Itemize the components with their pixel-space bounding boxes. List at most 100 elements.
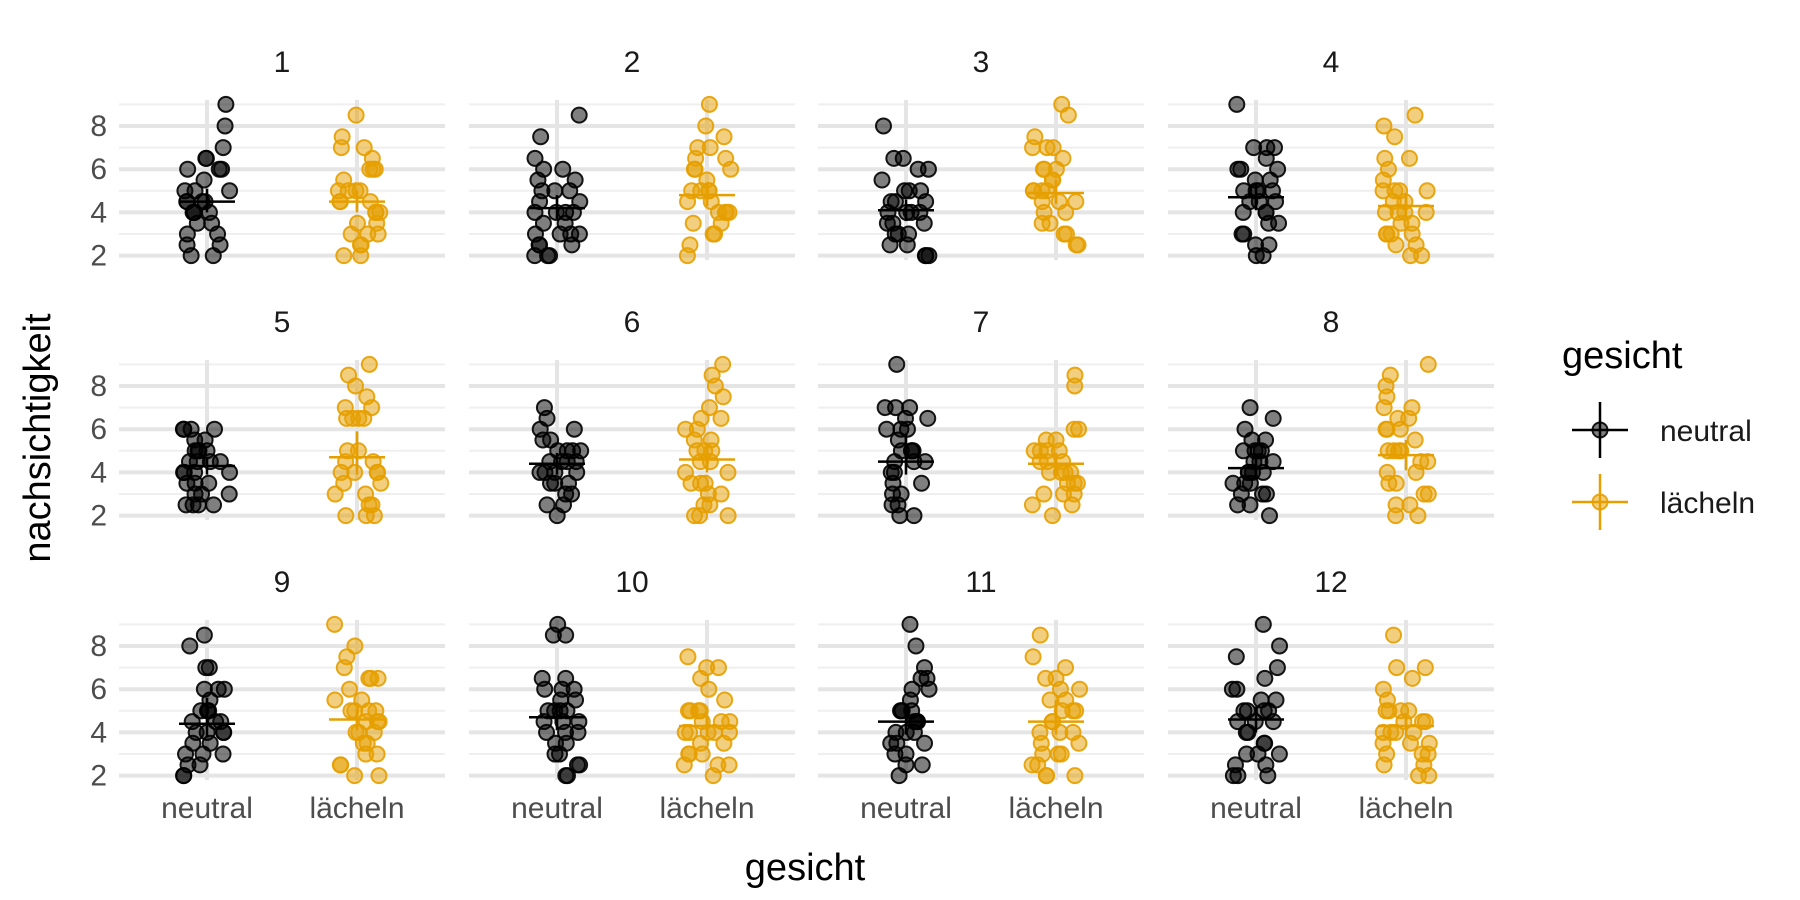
y-tick-label: 6 xyxy=(90,413,107,446)
data-point xyxy=(341,680,359,698)
data-point xyxy=(686,160,704,178)
data-point xyxy=(1254,485,1272,503)
data-point xyxy=(368,745,386,763)
data-point xyxy=(332,463,350,481)
data-point xyxy=(1041,691,1059,709)
data-point xyxy=(920,247,938,265)
data-point xyxy=(546,745,564,763)
data-point xyxy=(1256,669,1274,687)
data-point xyxy=(554,160,572,178)
panel-9: 9 2 4 6 8 xyxy=(90,566,445,793)
data-point xyxy=(1070,420,1088,438)
data-point xyxy=(1402,247,1420,265)
data-point xyxy=(1059,106,1077,124)
series-laecheln xyxy=(1374,626,1438,785)
legend-entry: lächeln xyxy=(1572,474,1755,530)
panel-label: 5 xyxy=(274,306,291,339)
data-point xyxy=(326,691,344,709)
data-point xyxy=(881,236,899,254)
data-point xyxy=(873,171,891,189)
data-point xyxy=(1420,767,1438,785)
series-laecheln xyxy=(675,648,739,785)
series-neutral xyxy=(529,399,590,525)
data-point xyxy=(715,734,733,752)
data-point xyxy=(913,756,931,774)
x-tick-label: lächeln xyxy=(659,792,754,825)
data-point xyxy=(195,626,213,644)
data-point xyxy=(326,485,344,503)
series-neutral xyxy=(526,106,589,265)
data-point xyxy=(347,106,365,124)
data-point xyxy=(1264,713,1282,731)
data-point xyxy=(568,463,586,481)
data-point xyxy=(704,225,722,243)
data-point xyxy=(346,702,364,720)
data-point xyxy=(1038,139,1056,157)
data-point xyxy=(1024,648,1042,666)
panel-label: 12 xyxy=(1314,566,1347,599)
data-point xyxy=(896,182,914,200)
data-point xyxy=(700,680,718,698)
data-point xyxy=(1057,225,1075,243)
series-laecheln xyxy=(1374,106,1436,265)
data-point xyxy=(179,160,197,178)
data-point xyxy=(1064,702,1082,720)
x-tick-label: lächeln xyxy=(1358,792,1453,825)
data-point xyxy=(1227,648,1245,666)
data-point xyxy=(1387,236,1405,254)
panel-8: 8 xyxy=(1168,306,1494,525)
data-point xyxy=(1387,474,1405,492)
data-point xyxy=(719,507,737,525)
data-point xyxy=(1241,496,1259,514)
data-point xyxy=(1041,214,1059,232)
data-point xyxy=(722,160,740,178)
data-point xyxy=(188,214,206,232)
data-point xyxy=(1071,680,1089,698)
data-point xyxy=(1264,409,1282,427)
x-axis-title: gesicht xyxy=(745,847,866,889)
series-laecheln xyxy=(678,95,740,265)
data-point xyxy=(1228,95,1246,113)
data-point xyxy=(720,203,738,221)
data-point xyxy=(677,420,695,438)
data-point xyxy=(182,247,200,265)
data-point xyxy=(565,420,583,438)
data-point xyxy=(714,355,732,373)
data-point xyxy=(1419,355,1437,373)
series-laecheln xyxy=(329,106,389,265)
data-point xyxy=(1387,507,1405,525)
data-point xyxy=(214,139,232,157)
data-point xyxy=(701,496,719,514)
data-point xyxy=(1057,203,1075,221)
data-point xyxy=(905,507,923,525)
data-point xyxy=(184,496,202,514)
y-tick-label: 8 xyxy=(90,110,107,143)
panel-label: 2 xyxy=(624,46,641,79)
data-point xyxy=(200,659,218,677)
data-point xyxy=(1024,182,1042,200)
data-point xyxy=(1385,626,1403,644)
y-tick-label: 2 xyxy=(90,760,107,793)
data-point xyxy=(1235,702,1253,720)
data-point xyxy=(712,409,730,427)
data-point xyxy=(360,355,378,373)
data-point xyxy=(539,247,557,265)
panel-10: 10 xyxy=(469,566,795,785)
data-point xyxy=(1241,399,1259,417)
series-neutral xyxy=(175,626,235,785)
series-neutral xyxy=(1224,399,1284,525)
data-point xyxy=(205,420,223,438)
data-point xyxy=(1268,659,1286,677)
data-point xyxy=(1025,442,1043,460)
data-point xyxy=(346,767,364,785)
data-point xyxy=(1056,659,1074,677)
data-point xyxy=(890,767,908,785)
data-point xyxy=(175,420,193,438)
series-laecheln xyxy=(1023,366,1088,525)
data-point xyxy=(213,160,231,178)
data-point xyxy=(919,160,937,178)
data-point xyxy=(220,485,238,503)
data-point xyxy=(217,95,235,113)
panel-1: 1 2 4 6 8 xyxy=(90,46,445,273)
data-point xyxy=(1415,485,1433,503)
